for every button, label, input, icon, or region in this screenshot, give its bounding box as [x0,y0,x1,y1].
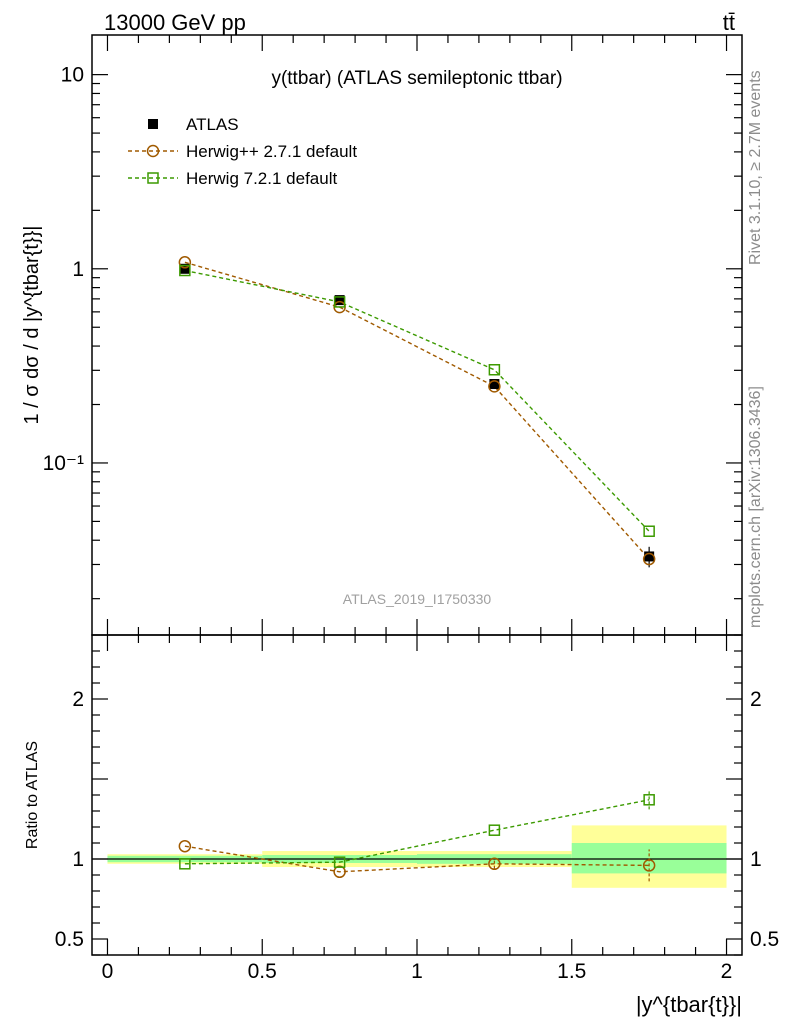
ratio-y-tick-label-left: 1 [72,848,84,871]
x-tick-label: 2 [721,960,733,983]
ratio-y-tick-label-right: 1 [750,848,762,871]
main-plot-marks [178,256,656,568]
legend: ATLAS Herwig++ 2.7.1 default Herwig 7.2.1 … [128,115,357,188]
ratio-y-axis-label: Ratio to ATLAS [24,741,41,849]
data-point-s2-3 [643,525,655,537]
plot-title: y(ttbar) (ATLAS semileptonic ttbar) [271,68,562,89]
ratio-plot-marks [178,790,656,882]
x-tick-label: 0 [102,960,114,983]
legend-marker-2 [147,172,159,184]
ratio-point-s0-3 [642,859,656,872]
rivet-label: Rivet 3.1.10, ≥ 2.7M events [747,70,764,265]
ratio-point-s1-0 [179,858,191,870]
legend-label-2: Herwig 7.2.1 default [186,169,337,188]
y-tick-label: 1 [72,258,84,281]
legend-label-0: ATLAS [186,115,239,134]
x-tick-label: 1.5 [557,960,586,983]
y-tick-label: 10 [61,64,84,87]
legend-marker-1 [146,144,160,158]
ratio-uncertainty-bands [107,825,727,888]
inner-band-3 [571,843,727,874]
data-point-s2-2 [488,364,501,376]
process-label: tt̄ [723,10,735,35]
data-point-s1-3 [642,552,656,566]
main-y-axis-label: 1 / σ dσ / d |y^{tbar{t}}| [21,225,43,424]
mcplots-label: mcplots.cern.ch [arXiv:1306.3436] [747,386,764,628]
ratio-y-tick-label-right: 2 [750,688,762,711]
y-tick-label: 10⁻¹ [43,452,84,475]
data-point-s2-0 [179,264,191,277]
main-axes: 10⁻¹ 1 10 [43,35,742,635]
energy-label: 13000 GeV pp [104,10,246,35]
legend-label-1: Herwig++ 2.7.1 default [186,142,357,161]
data-point-s2-1 [333,296,346,308]
series-line-2 [184,269,650,532]
ratio-point-s1-1 [333,856,346,868]
series-line-1 [184,261,650,560]
data-point-s1-2 [488,380,501,393]
ratio-point-s1-2 [488,824,501,836]
data-point-s0-1 [334,295,345,306]
ratio-panel: Ratio to ATLAS |y^{tbar{t}}| 0.5 0.51 12 20… [24,634,779,1017]
ratio-point-s0-0 [178,839,192,853]
data-point-s0-3 [644,551,655,562]
ratio-line-1 [184,799,650,865]
x-tick-label: 1 [411,960,423,983]
ratio-point-s0-2 [488,857,501,871]
watermark-label: ATLAS_2019_I1750330 [343,591,492,607]
ratio-line-0 [184,845,650,873]
ratio-y-tick-label-right: 0.5 [750,928,779,951]
data-point-s1-0 [178,256,192,269]
data-point-s0-0 [179,263,190,274]
ratio-y-tick-label-left: 0.5 [55,928,84,951]
data-point-s0-2 [489,379,500,390]
x-axis-label: |y^{tbar{t}}| [636,992,742,1017]
ratio-point-s1-3 [643,794,655,806]
ratio-y-tick-label-left: 2 [72,688,84,711]
main-panel: ATLAS_2019_I1750330 y(ttbar) (ATLAS semi… [21,34,743,636]
legend-marker-0 [148,119,158,129]
ratio-point-s0-1 [333,865,346,879]
ratio-axes: 0.5 0.5 1 1 2 2 0 0.5 1 1.5 2 [55,634,779,983]
x-tick-label: 0.5 [248,960,277,983]
